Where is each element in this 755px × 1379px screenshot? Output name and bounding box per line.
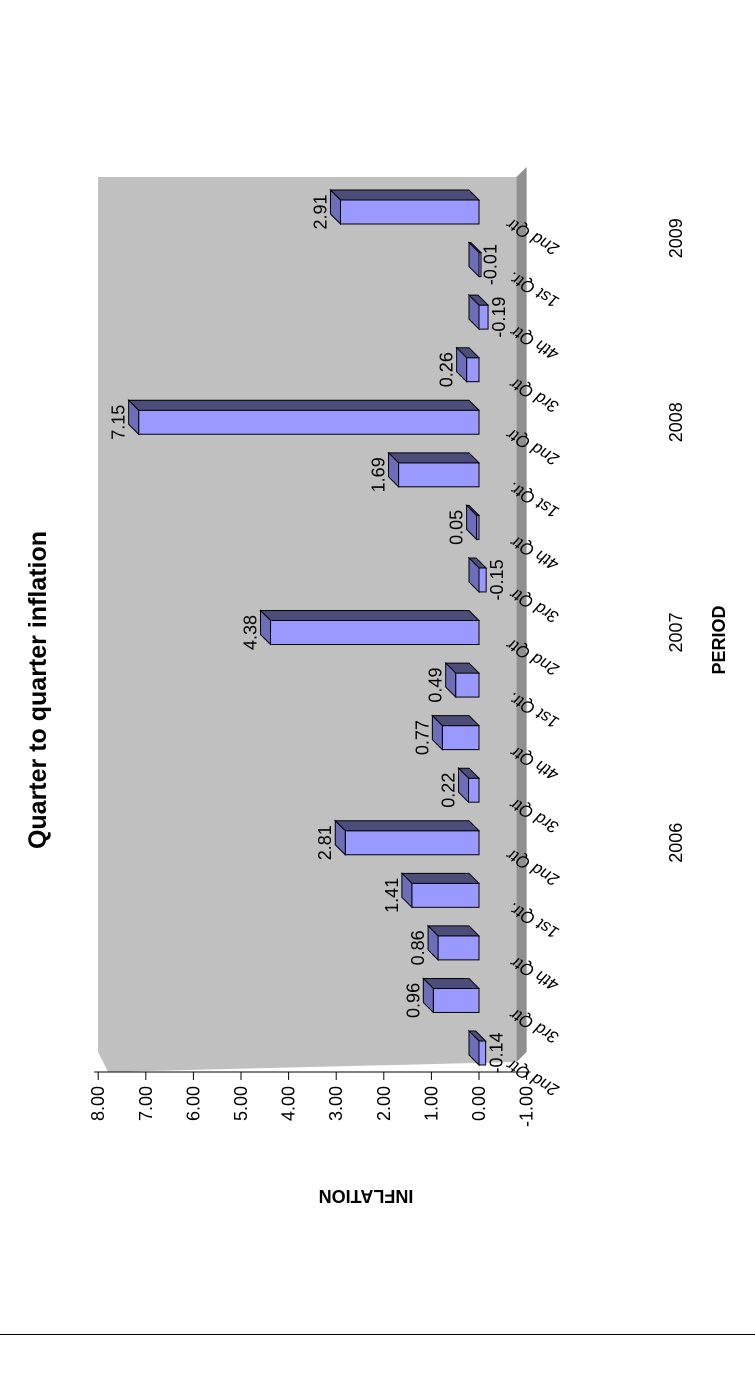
bar-top [334, 820, 481, 832]
value-label: 0.05 [447, 510, 467, 545]
bar [431, 714, 481, 751]
bar-front [432, 987, 480, 1013]
value-label: 2.91 [310, 194, 330, 229]
bar [467, 241, 483, 278]
bar-end [468, 293, 480, 331]
bar [334, 819, 481, 856]
bar-end [422, 977, 434, 1014]
bar-end [401, 872, 413, 909]
bar [259, 609, 481, 646]
bar-top [259, 610, 481, 621]
value-label: -0.15 [487, 559, 507, 600]
value-label: 0.26 [437, 352, 457, 387]
value-label: -0.14 [486, 1032, 506, 1073]
y-tick-label: 8.00 [88, 1086, 108, 1121]
bar-end [431, 714, 443, 751]
bar-top [329, 189, 481, 201]
y-tick-label: 6.00 [183, 1086, 203, 1121]
value-label: 2.81 [315, 825, 335, 860]
bar-end [260, 609, 272, 646]
y-tick-label: 0.00 [469, 1086, 489, 1121]
bar-top [387, 452, 481, 464]
y-tick-label: 7.00 [136, 1086, 156, 1121]
bar-front [398, 462, 480, 488]
bar-front [411, 882, 480, 908]
year-label: 2007 [666, 612, 686, 652]
bar-end [334, 819, 346, 856]
value-label: 7.15 [109, 405, 129, 440]
bar [329, 188, 481, 226]
bar-front [339, 199, 480, 225]
bar-end [445, 661, 457, 699]
bar [426, 924, 481, 962]
bar-front [468, 777, 480, 803]
bar-front [466, 357, 480, 383]
y-tick-label: 2.00 [374, 1086, 394, 1121]
value-label: 1.69 [369, 457, 389, 492]
page-divider [0, 1334, 755, 1335]
value-label: 0.22 [439, 773, 459, 808]
y-axis-title: INFLATION [319, 1186, 414, 1206]
bar [467, 1029, 487, 1067]
y-tick-label: 5.00 [231, 1086, 251, 1121]
value-label: 0.96 [403, 983, 423, 1018]
data-labels: -0.14 0.96 0.86 1.41 2.81 0.22 0.77 0.49 4.38 -0.… [109, 194, 509, 1073]
value-label: 1.41 [382, 878, 402, 913]
y-axis: 8.00 7.00 6.00 5.00 4.00 3.00 2.00 1.00 0.00 -1.0… [88, 1072, 537, 1127]
bar-series [127, 188, 490, 1067]
bar-front [270, 620, 480, 645]
bar-end [468, 241, 480, 278]
bar [400, 872, 481, 909]
bar-front [478, 567, 487, 593]
bar [127, 399, 481, 436]
bar-end [388, 451, 400, 489]
bar-end [468, 556, 480, 594]
bar [467, 556, 488, 594]
bar [465, 504, 481, 541]
chart-title: Quarter to quarter inflation [24, 531, 52, 849]
bar-end [128, 399, 140, 436]
bar-top [400, 872, 481, 884]
y-tick-label: -1.00 [517, 1086, 537, 1127]
x-axis-title: PERIOD [709, 605, 729, 674]
bar [457, 766, 481, 804]
year-label: 2009 [666, 218, 686, 258]
bar-front [441, 725, 480, 751]
bar-front [478, 304, 489, 330]
bar-front [344, 830, 480, 856]
value-label: 0.77 [412, 720, 432, 755]
bar [387, 451, 481, 489]
bar-end [427, 924, 439, 962]
y-tick-label: 1.00 [421, 1086, 441, 1121]
bar-end [466, 504, 478, 541]
y-tick-label: 3.00 [326, 1086, 346, 1121]
bar-end [458, 766, 470, 804]
bar [455, 346, 481, 383]
bar-front [478, 1040, 487, 1066]
value-label: -0.19 [489, 297, 509, 338]
bar [467, 293, 490, 331]
bar-front [437, 935, 480, 961]
bar [422, 977, 481, 1014]
bar [444, 661, 481, 699]
value-label: 0.86 [408, 930, 428, 965]
x-axis-years: 2006 2007 2008 2009 [666, 218, 686, 863]
value-label: 0.49 [426, 668, 446, 703]
plot-floor [516, 167, 527, 1062]
value-label: -0.01 [480, 244, 500, 285]
bar-front [455, 672, 480, 698]
year-label: 2008 [666, 402, 686, 442]
year-label: 2006 [666, 823, 686, 863]
bar-end [468, 1029, 480, 1067]
value-label: 4.38 [241, 615, 261, 650]
bar-end [456, 346, 468, 383]
bar-top [127, 399, 481, 411]
bar-front [138, 409, 480, 435]
y-tick-label: 4.00 [279, 1086, 299, 1121]
bar-end [329, 188, 341, 226]
